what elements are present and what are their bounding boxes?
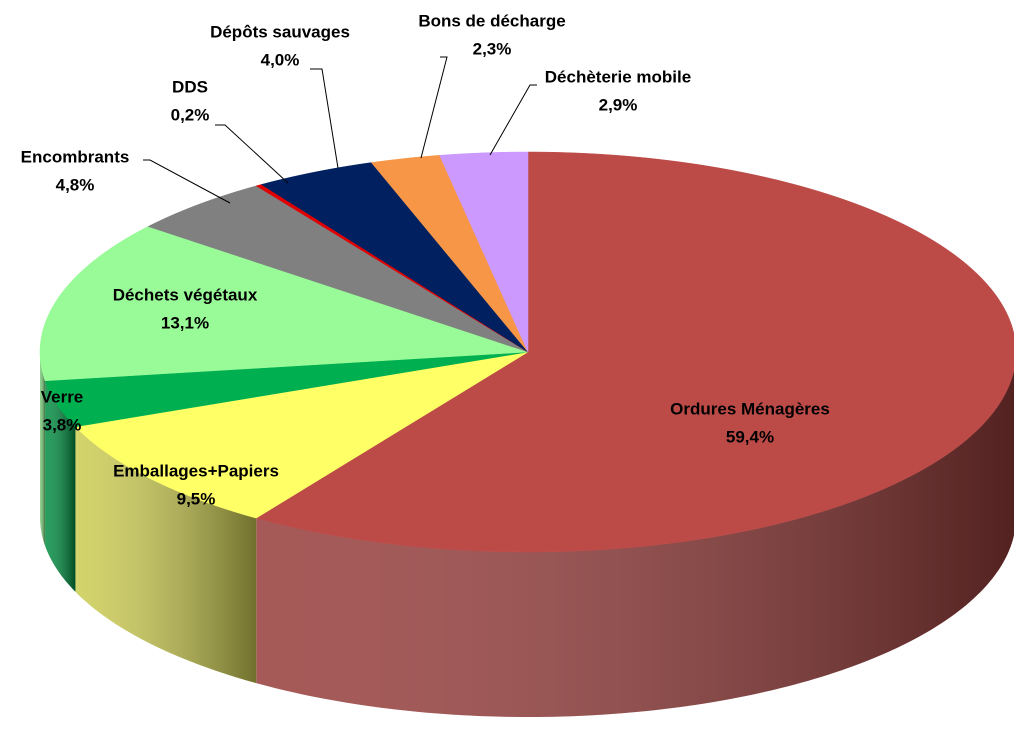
category-label: Emballages+Papiers [113,461,279,480]
slice-side-shade [75,426,257,684]
leader-line [420,56,448,159]
slice-side-shade [256,370,1014,717]
category-label: Dépôts sauvages [210,22,350,41]
value-label: 3,8% [43,415,82,434]
slice-side-shade [40,352,46,546]
value-label: 2,3% [473,39,512,58]
leader-line [215,124,289,184]
slice [370,155,529,353]
value-label: 9,5% [177,489,216,508]
leader-line [143,159,231,204]
category-label: DDS [172,77,208,96]
value-label: 0,2% [171,105,210,124]
value-label: 13,1% [161,313,209,332]
category-label: Encombrants [21,147,130,166]
category-label: Ordures Ménagères [670,399,830,418]
slice [147,185,529,353]
value-label: 4,0% [261,50,300,69]
category-label: Déchets végétaux [113,285,258,304]
leader-line [310,68,339,169]
slice [439,151,529,353]
category-label: Bons de décharge [418,11,565,30]
slice [74,351,529,519]
slice [44,351,529,428]
value-label: 4,8% [56,175,95,194]
category-label: Verre [41,387,84,406]
slice [260,162,529,353]
value-label: 2,9% [599,95,638,114]
slice [255,151,1014,553]
category-label: Déchèterie mobile [545,67,691,86]
value-label: 59,4% [726,427,774,446]
slice-side-shade [45,380,76,592]
leader-line [489,84,537,156]
slice [39,226,529,382]
